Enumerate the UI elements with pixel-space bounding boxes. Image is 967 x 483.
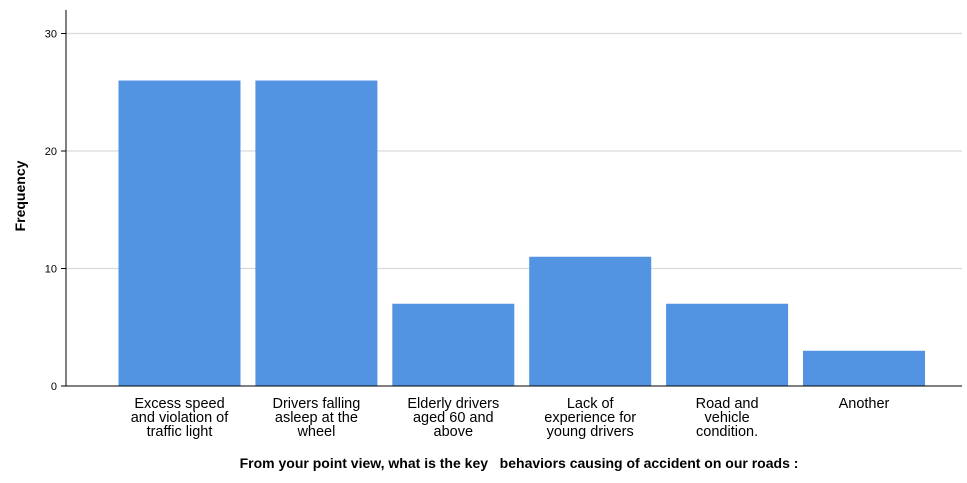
category-label-line: Elderly drivers bbox=[407, 396, 499, 412]
category-label-line: above bbox=[434, 424, 474, 440]
category-label-line: vehicle bbox=[705, 410, 750, 426]
bar-2 bbox=[255, 80, 378, 386]
category-label-line: experience for bbox=[544, 410, 636, 426]
bar-6 bbox=[803, 350, 925, 386]
y-tick-label: 0 bbox=[51, 381, 57, 393]
category-labels: Excess speed and violation of traffic ligh… bbox=[131, 396, 890, 440]
category-label-line: and violation of bbox=[131, 410, 230, 426]
category-label-line: Lack of bbox=[567, 396, 615, 412]
axes bbox=[61, 10, 962, 387]
category-label-line: Excess speed bbox=[134, 396, 224, 412]
bars bbox=[118, 80, 925, 386]
bar-3 bbox=[392, 303, 515, 386]
category-label-line: asleep at the bbox=[275, 410, 358, 426]
category-label-line: traffic light bbox=[147, 424, 213, 440]
category-label-5: Road and vehicle condition. bbox=[696, 396, 759, 440]
category-label-line: wheel bbox=[296, 424, 335, 440]
bar-4 bbox=[529, 256, 652, 386]
category-label-line: condition. bbox=[696, 424, 758, 440]
category-label-line: Another bbox=[839, 396, 890, 412]
y-axis-label: Frequency bbox=[12, 160, 28, 231]
bar-1 bbox=[118, 80, 241, 386]
y-tick-label: 10 bbox=[45, 264, 57, 276]
y-tick-label: 30 bbox=[45, 29, 57, 41]
category-label-1: Excess speed and violation of traffic ligh… bbox=[131, 396, 230, 440]
category-label-line: Drivers falling bbox=[272, 396, 360, 412]
category-label-line: Road and bbox=[696, 396, 759, 412]
category-label-4: Lack of experience for young drivers bbox=[544, 396, 636, 440]
y-tick-label: 20 bbox=[45, 146, 57, 158]
category-label-3: Elderly drivers aged 60 and above bbox=[407, 396, 499, 440]
category-label-line: aged 60 and bbox=[413, 410, 494, 426]
bar-5 bbox=[666, 303, 789, 386]
x-axis-label: From your point view, what is the key be… bbox=[240, 455, 799, 471]
category-label-6: Another bbox=[839, 396, 890, 412]
y-tick-labels: 0 10 20 30 bbox=[45, 29, 57, 394]
category-label-line: young drivers bbox=[547, 424, 634, 440]
category-label-2: Drivers falling asleep at the wheel bbox=[272, 396, 360, 440]
